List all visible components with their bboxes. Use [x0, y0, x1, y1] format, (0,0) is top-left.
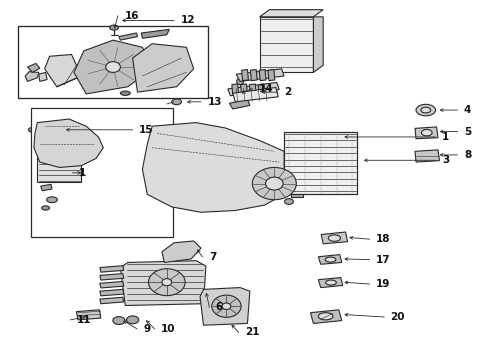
Ellipse shape: [110, 25, 119, 30]
Polygon shape: [34, 119, 103, 167]
Polygon shape: [100, 289, 124, 296]
Ellipse shape: [47, 197, 57, 203]
Polygon shape: [143, 123, 284, 212]
Polygon shape: [41, 184, 52, 191]
Polygon shape: [100, 297, 124, 304]
Ellipse shape: [421, 130, 432, 136]
Ellipse shape: [421, 107, 431, 113]
Polygon shape: [133, 44, 194, 92]
Ellipse shape: [252, 167, 296, 200]
Polygon shape: [250, 69, 257, 81]
Ellipse shape: [328, 235, 341, 241]
Ellipse shape: [285, 199, 294, 204]
Text: 11: 11: [77, 315, 92, 325]
Text: 20: 20: [391, 312, 405, 322]
Polygon shape: [27, 63, 40, 72]
Polygon shape: [292, 194, 303, 197]
Polygon shape: [39, 72, 47, 81]
Text: 1: 1: [442, 132, 449, 142]
Polygon shape: [100, 282, 124, 288]
Ellipse shape: [126, 316, 139, 324]
Polygon shape: [258, 84, 265, 95]
Text: 13: 13: [207, 97, 222, 107]
Polygon shape: [314, 17, 323, 72]
Ellipse shape: [326, 280, 336, 285]
Text: 18: 18: [376, 234, 391, 244]
Ellipse shape: [222, 303, 231, 310]
Polygon shape: [45, 54, 81, 87]
Polygon shape: [44, 126, 67, 132]
Ellipse shape: [113, 317, 125, 324]
Ellipse shape: [148, 269, 185, 296]
Text: 3: 3: [442, 155, 449, 165]
Text: 9: 9: [144, 324, 150, 334]
Ellipse shape: [212, 295, 241, 318]
Polygon shape: [100, 274, 124, 280]
Bar: [37, 157, 81, 182]
Polygon shape: [318, 278, 343, 288]
Text: 1: 1: [79, 168, 86, 178]
Text: 5: 5: [464, 127, 471, 136]
Text: 2: 2: [284, 87, 292, 97]
Text: 15: 15: [139, 125, 153, 135]
Text: 14: 14: [259, 84, 273, 94]
Polygon shape: [233, 87, 278, 102]
Ellipse shape: [325, 257, 336, 262]
Polygon shape: [200, 288, 250, 325]
Polygon shape: [76, 310, 101, 320]
Bar: [31, 108, 172, 237]
Polygon shape: [415, 127, 438, 139]
Polygon shape: [229, 99, 250, 109]
Text: 16: 16: [124, 11, 139, 21]
Polygon shape: [162, 241, 201, 262]
Ellipse shape: [106, 62, 121, 72]
Ellipse shape: [266, 177, 283, 190]
Polygon shape: [228, 82, 279, 96]
Text: 10: 10: [161, 324, 175, 334]
Polygon shape: [25, 72, 39, 81]
Text: 12: 12: [180, 15, 195, 26]
Text: 6: 6: [216, 302, 223, 312]
Polygon shape: [74, 40, 152, 94]
Polygon shape: [321, 232, 347, 244]
Ellipse shape: [416, 104, 436, 116]
Text: 21: 21: [245, 327, 260, 337]
Polygon shape: [242, 69, 248, 81]
Text: 4: 4: [464, 105, 471, 115]
Polygon shape: [142, 30, 169, 39]
Polygon shape: [268, 69, 275, 81]
Text: 19: 19: [376, 279, 391, 289]
Polygon shape: [311, 310, 342, 323]
Text: 8: 8: [464, 150, 471, 160]
Polygon shape: [249, 84, 256, 95]
Ellipse shape: [318, 313, 333, 320]
Polygon shape: [121, 261, 206, 306]
Bar: [260, 17, 314, 72]
Polygon shape: [232, 84, 239, 95]
Ellipse shape: [121, 91, 130, 95]
Text: 7: 7: [209, 252, 216, 262]
Text: 17: 17: [376, 255, 391, 265]
Bar: [18, 26, 208, 98]
Polygon shape: [415, 150, 440, 162]
Polygon shape: [100, 266, 124, 272]
Polygon shape: [236, 69, 284, 81]
Ellipse shape: [162, 279, 172, 286]
Polygon shape: [119, 33, 138, 40]
Ellipse shape: [237, 78, 244, 85]
Bar: [284, 132, 357, 194]
Polygon shape: [259, 69, 266, 81]
Polygon shape: [318, 255, 342, 264]
Ellipse shape: [172, 99, 181, 105]
Ellipse shape: [42, 206, 49, 210]
Polygon shape: [260, 10, 323, 17]
Ellipse shape: [28, 128, 34, 132]
Polygon shape: [241, 84, 247, 95]
